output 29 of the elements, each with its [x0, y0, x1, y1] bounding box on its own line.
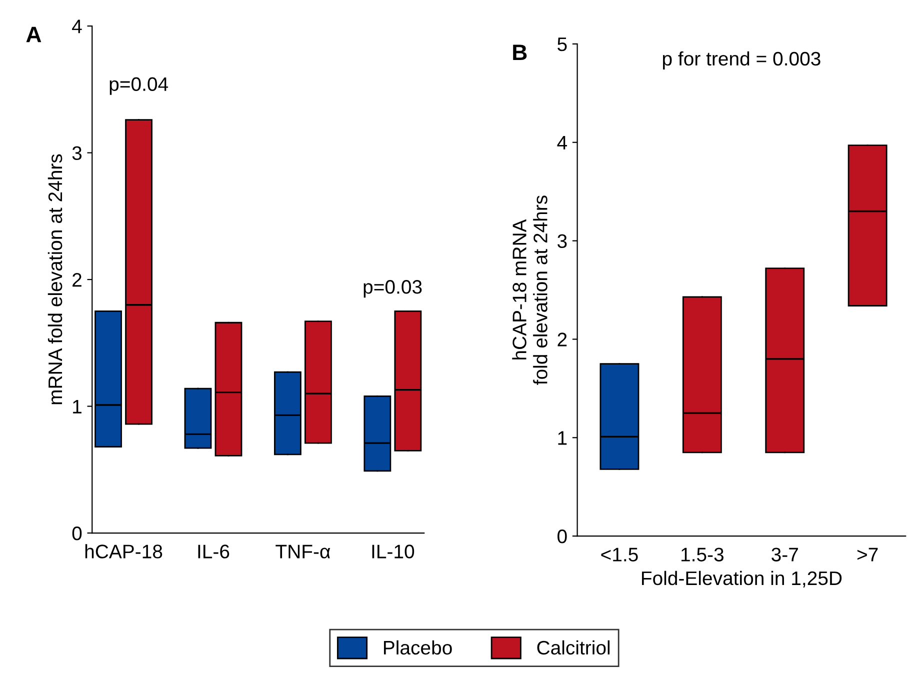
y-tick-label: 0 [558, 530, 567, 544]
y-tick-label: 3 [558, 234, 567, 248]
y-tick-label: 2 [558, 332, 567, 346]
x-tick-label: IL-10 [372, 544, 414, 558]
y-axis-title: mRNA fold elevation at 24hrs [48, 154, 62, 404]
annotation: p=0.04 [110, 77, 168, 95]
chart-title: B [513, 44, 527, 60]
x-tick-label: 1.5-3 [682, 548, 724, 562]
x-tick-label: IL-6 [198, 544, 230, 558]
x-tick-label: 3-7 [772, 548, 798, 562]
y-tick-label: 5 [558, 38, 567, 52]
y-tick-label: 4 [557, 136, 568, 150]
legend-label: Calcitriol [537, 640, 610, 655]
legend-label: Placebo [384, 640, 452, 655]
y-tick-label: 4 [72, 20, 82, 34]
x-axis-title: Fold-Elevation in 1,25D [642, 570, 842, 588]
chart-title: A [26, 26, 42, 42]
y-tick-label: 1 [73, 400, 82, 414]
x-tick-label: <1.5 [601, 548, 638, 562]
y-axis-title: hCAP-18 mRNA fold elevation at 24hrs [512, 196, 548, 385]
y-tick-label: 3 [72, 146, 82, 160]
y-tick-label: 0 [72, 526, 82, 540]
x-tick-label: >7 [857, 548, 878, 562]
x-tick-label: TNF-α [276, 544, 330, 558]
x-tick-label: hCAP-18 [85, 544, 162, 558]
annotation: p for trend = 0.003 [662, 51, 820, 70]
y-tick-label: 2 [72, 272, 82, 287]
y-tick-label: 1 [558, 431, 567, 445]
annotation: p=0.03 [364, 280, 422, 298]
